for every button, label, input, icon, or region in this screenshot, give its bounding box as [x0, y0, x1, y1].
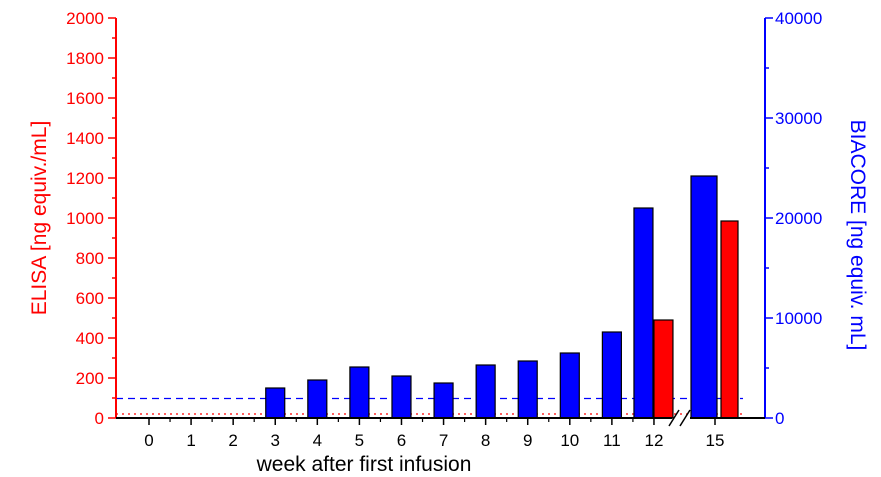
bar-biacore: [433, 382, 454, 419]
left-axis-ticks: 0 200 400 600 800 1000 1200 1400 1600 1800 2000: [66, 9, 116, 428]
x-tick-label: 12: [644, 431, 663, 450]
left-tick-label: 400: [76, 329, 104, 348]
right-tick-label: 10000: [775, 309, 822, 328]
left-tick-label: 1200: [66, 169, 104, 188]
bar-elisa: [720, 220, 739, 419]
bar-biacore: [601, 331, 622, 419]
right-tick-label: 30000: [775, 109, 822, 128]
bar-elisa: [653, 319, 674, 419]
left-tick-label: 1600: [66, 89, 104, 108]
left-tick-label: 200: [76, 369, 104, 388]
x-tick-label: 8: [481, 431, 490, 450]
left-tick-label: 2000: [66, 9, 104, 28]
right-tick-label: 40000: [775, 9, 822, 28]
x-tick-label: 7: [439, 431, 448, 450]
x-axis-label: week after first infusion: [256, 453, 472, 476]
left-axis-label: ELISA [ng equiv./mL]: [28, 121, 51, 316]
bar-biacore: [690, 175, 718, 419]
right-axis-ticks: 0 10000 20000 30000 40000: [765, 9, 822, 428]
bar-biacore: [559, 352, 580, 419]
bar-biacore: [391, 375, 412, 419]
x-tick-label: 11: [603, 431, 621, 450]
left-tick-label: 800: [76, 249, 104, 268]
right-axis-label: BIACORE [ng equiv. mL]: [846, 120, 869, 351]
x-tick-label: 4: [313, 431, 322, 450]
x-axis-ticks: 0 1 2 3 4 5 6 7 8 9 10 11 12 15: [144, 418, 724, 450]
left-tick-label: 1400: [66, 129, 104, 148]
bars: [265, 175, 739, 419]
bar-biacore: [307, 379, 328, 419]
left-tick-label: 600: [76, 289, 104, 308]
bar-biacore: [475, 364, 496, 419]
x-tick-label: 3: [271, 431, 280, 450]
left-tick-label: 0: [95, 409, 104, 428]
x-tick-label: 2: [228, 431, 237, 450]
bar-biacore: [265, 387, 286, 419]
x-tick-label: 5: [355, 431, 364, 450]
x-tick-label: 1: [186, 431, 195, 450]
axis-break-marker: [668, 409, 691, 427]
x-tick-label: 6: [397, 431, 406, 450]
bar-biacore: [349, 366, 370, 419]
left-tick-label: 1000: [66, 209, 104, 228]
bar-biacore: [517, 360, 538, 419]
right-tick-label: 20000: [775, 209, 822, 228]
bar-biacore: [633, 207, 654, 419]
x-tick-label: 9: [523, 431, 532, 450]
x-tick-label: 0: [144, 431, 153, 450]
left-tick-label: 1800: [66, 49, 104, 68]
x-tick-label: 15: [706, 431, 725, 450]
x-tick-label: 10: [560, 431, 579, 450]
right-tick-label: 0: [775, 409, 784, 428]
